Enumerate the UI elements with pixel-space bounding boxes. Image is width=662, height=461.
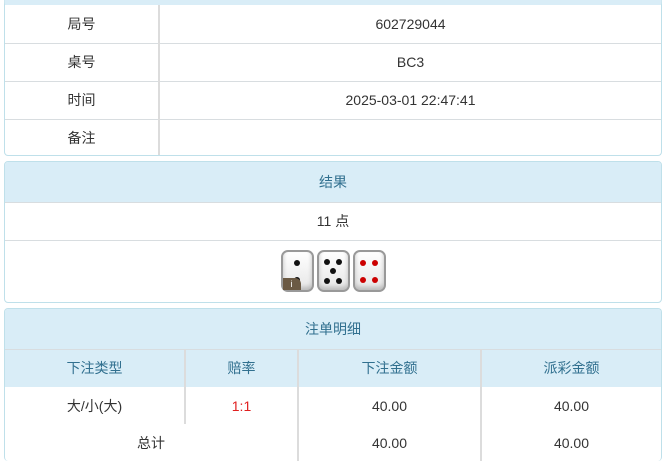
die-5 (316, 250, 350, 293)
column-header: 赔率 (184, 349, 298, 387)
info-row: 桌号 BC3 (5, 43, 661, 82)
info-row: 局号 602729044 (5, 5, 661, 44)
info-label: 桌号 (5, 43, 159, 82)
die-pip (371, 259, 378, 266)
result-panel: 结果 11 点 i (4, 161, 662, 303)
dice-group: i (5, 250, 661, 293)
die-pip (330, 268, 336, 275)
info-icon[interactable]: i (282, 278, 301, 291)
info-row: 备注 (5, 119, 661, 155)
info-label: 时间 (5, 81, 159, 120)
bet-row: 大/小(大) 1:1 40.00 40.00 (5, 387, 661, 424)
die-pip (336, 258, 343, 265)
info-value (158, 119, 661, 155)
die-pip (336, 277, 343, 284)
die-pip (323, 258, 330, 265)
bet-amount: 40.00 (297, 387, 481, 424)
die-pip (294, 259, 300, 266)
die-pip (371, 276, 378, 283)
die-pip (360, 276, 367, 283)
column-header: 下注金额 (297, 349, 481, 387)
info-value: 602729044 (158, 5, 661, 44)
info-value: BC3 (158, 43, 661, 82)
bet-type: 大/小(大) (66, 397, 123, 414)
info-label: 局号 (5, 5, 159, 44)
result-title: 结果 (5, 162, 661, 203)
info-label: 备注 (67, 130, 96, 147)
total-payout: 40.00 (480, 424, 661, 461)
die-4 (352, 250, 386, 293)
bet-odds: 1:1 (184, 387, 298, 424)
info-row: 时间 2025-03-01 22:47:41 (5, 81, 661, 120)
result-points: 11 点 (5, 202, 661, 241)
info-panel: 局号 602729044 桌号 BC3 时间 2025-03-01 22:47:41 备注 (4, 0, 662, 156)
die-pip (360, 259, 367, 266)
die-pip (323, 277, 330, 284)
total-amount: 40.00 (297, 424, 481, 461)
bet-payout: 40.00 (480, 387, 661, 424)
bets-title: 注单明细 (5, 309, 661, 350)
info-value: 2025-03-01 22:47:41 (158, 81, 661, 120)
column-header: 下注类型 (66, 360, 123, 377)
bet-details-panel: 注单明细 下注类型 赔率 下注金额 派彩金额 大/小(大) 1:1 40.00 40.00 … (4, 308, 662, 461)
total-label: 总计 (137, 434, 165, 451)
die-2: i (280, 250, 314, 293)
column-header: 派彩金额 (480, 349, 661, 387)
